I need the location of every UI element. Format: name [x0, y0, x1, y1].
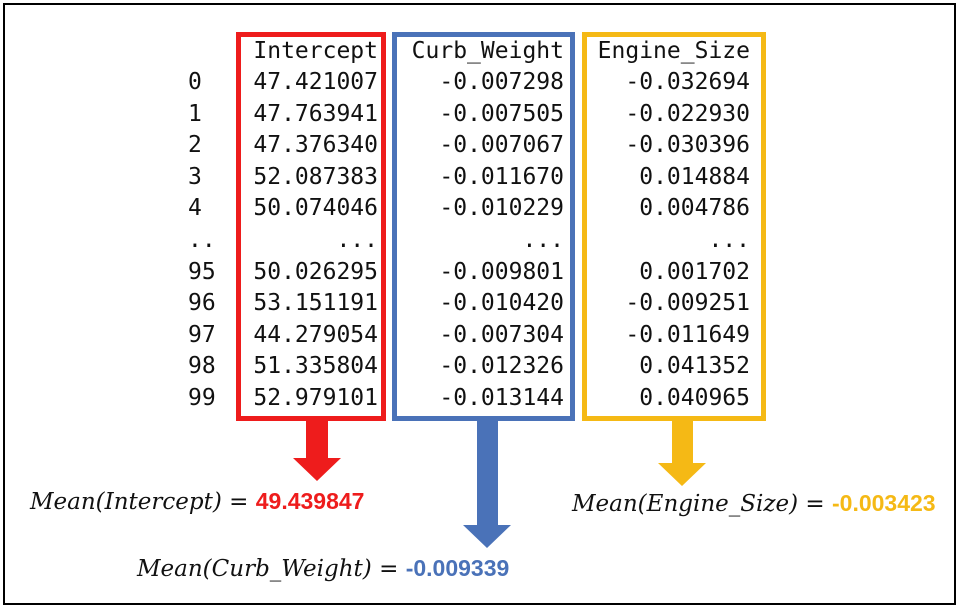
mean-intercept-equals: =: [221, 489, 256, 515]
row-index: 0: [188, 69, 202, 95]
table-cell: -0.011649: [625, 321, 750, 348]
table-cell: 0.040965: [639, 385, 750, 411]
engine-size-arrow: [658, 421, 706, 486]
table-cell: 52.087383: [253, 163, 378, 190]
column-header-intercept: Intercept: [253, 38, 378, 64]
table-cell: 47.763941: [253, 100, 378, 127]
curb-weight-arrow: [463, 421, 511, 548]
engine-size-column-box: [582, 32, 766, 421]
column-header-curb-weight: Curb_Weight: [411, 38, 564, 64]
mean-engine-size: Mean(Engine_Size) = -0.003423: [572, 490, 936, 517]
table-cell: -0.010229: [439, 195, 564, 222]
table-cell: 47.421007: [253, 69, 378, 95]
table-cell: -0.007067: [439, 132, 564, 159]
mean-curb-weight: Mean(Curb_Weight) = -0.009339: [137, 555, 509, 582]
mean-engine-size-equals: =: [798, 491, 832, 517]
mean-intercept-value: 49.439847: [255, 488, 365, 514]
table-cell: -0.030396: [625, 132, 750, 159]
mean-engine-size-label: Mean(Engine_Size): [572, 491, 799, 517]
mean-curb-weight-value: -0.009339: [405, 555, 510, 581]
row-index: 4: [188, 195, 202, 222]
mean-engine-size-value: -0.003423: [832, 490, 936, 516]
table-cell: ...: [522, 227, 564, 253]
table-cell: ...: [708, 227, 750, 253]
intercept-column-box: [236, 32, 386, 421]
table-cell: -0.007298: [439, 69, 564, 95]
figure-frame: [3, 3, 956, 605]
row-index: 1: [188, 100, 202, 127]
table-cell: -0.032694: [625, 69, 750, 95]
row-index: ..: [188, 227, 216, 253]
row-index: 95: [188, 258, 216, 285]
table-cell: -0.012326: [439, 353, 564, 380]
table-cell: 47.376340: [253, 132, 378, 159]
row-index: 98: [188, 353, 216, 380]
table-cell: -0.007505: [439, 100, 564, 127]
table-cell: 50.074046: [253, 195, 378, 222]
table-cell: 0.004786: [639, 195, 750, 222]
table-cell: 50.026295: [253, 258, 378, 285]
row-index: 96: [188, 290, 216, 317]
curb-weight-column-box: [392, 32, 575, 421]
mean-intercept-label: Mean(Intercept): [30, 489, 222, 515]
table-cell: ...: [336, 227, 378, 253]
row-index: 2: [188, 132, 202, 159]
intercept-arrow: [293, 421, 341, 481]
table-cell: 0.041352: [639, 353, 750, 380]
table-cell: 0.014884: [639, 163, 750, 190]
table-cell: -0.009801: [439, 258, 564, 285]
table-cell: -0.013144: [439, 385, 564, 411]
table-cell: -0.009251: [625, 290, 750, 317]
mean-curb-weight-label: Mean(Curb_Weight): [137, 556, 372, 582]
table-cell: 0.001702: [639, 258, 750, 285]
table-cell: 51.335804: [253, 353, 378, 380]
table-cell: 53.151191: [253, 290, 378, 317]
column-header-engine-size: Engine_Size: [597, 38, 750, 64]
table-cell: 44.279054: [253, 321, 378, 348]
table-cell: -0.010420: [439, 290, 564, 317]
table-cell: -0.011670: [439, 163, 564, 190]
mean-intercept: Mean(Intercept) = 49.439847: [30, 488, 364, 515]
table-cell: 52.979101: [253, 385, 378, 411]
table-cell: -0.022930: [625, 100, 750, 127]
mean-curb-weight-equals: =: [371, 556, 406, 582]
row-index: 3: [188, 163, 202, 190]
row-index: 99: [188, 385, 216, 411]
row-index: 97: [188, 321, 216, 348]
table-cell: -0.007304: [439, 321, 564, 348]
